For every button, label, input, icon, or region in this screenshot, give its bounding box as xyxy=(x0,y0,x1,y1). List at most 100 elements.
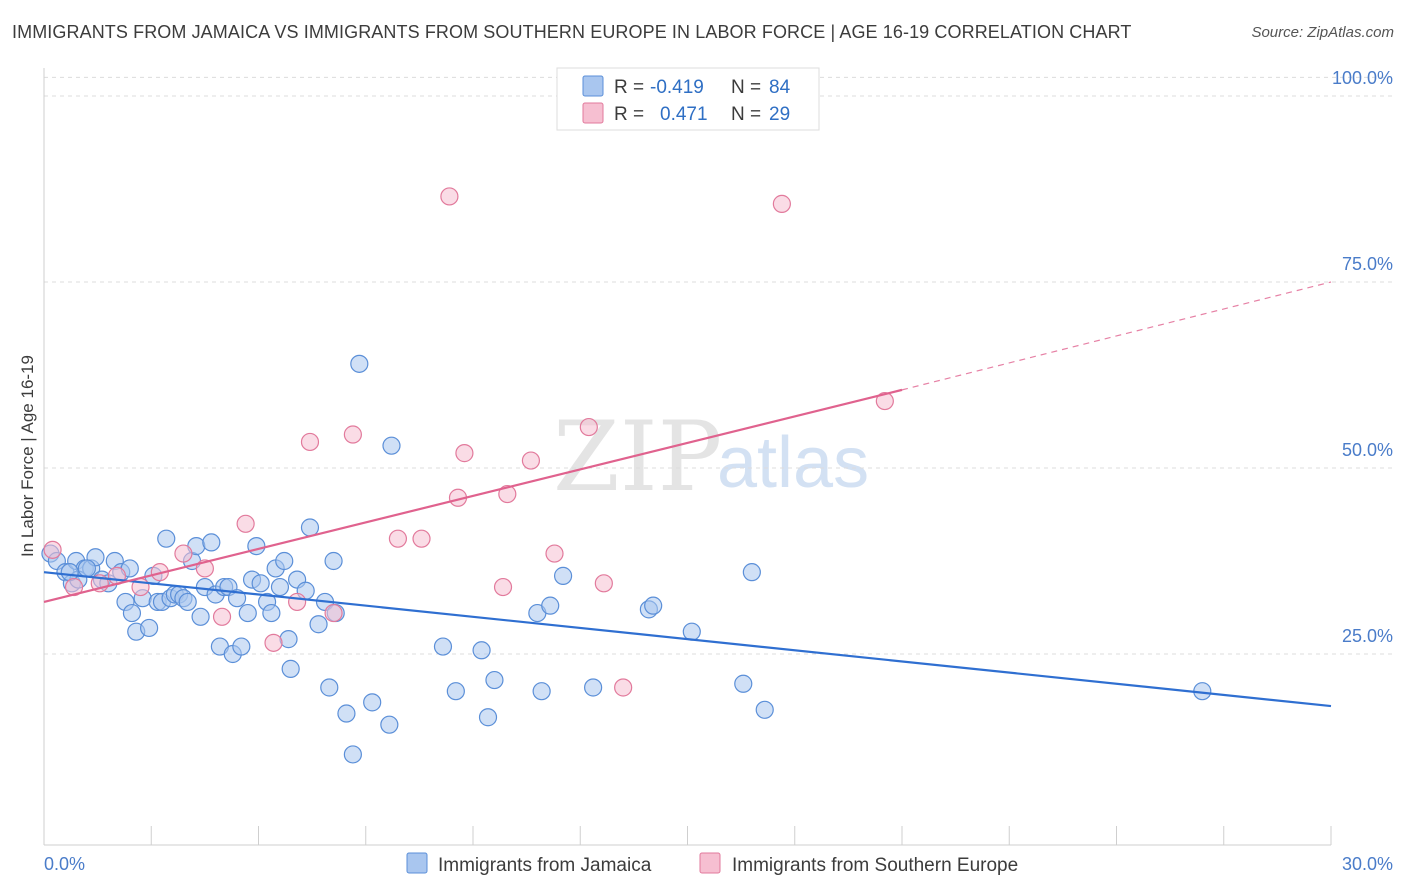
point-jamaica-40 xyxy=(247,537,266,556)
point-southern-europe-19 xyxy=(455,444,474,463)
y-tick-label-25: 25.0% xyxy=(1342,626,1393,646)
point-jamaica-60 xyxy=(380,715,399,734)
bottom-legend-label-jamaica: Immigrants from Jamaica xyxy=(438,855,652,876)
x-axis-ticks xyxy=(150,826,1332,845)
point-jamaica-69 xyxy=(541,596,560,615)
y-axis-label: In Labor Force | Age 16-19 xyxy=(18,355,37,557)
point-southern-europe-10 xyxy=(264,633,283,652)
point-jamaica-73 xyxy=(644,596,663,615)
point-jamaica-58 xyxy=(350,354,369,373)
legend-r-label-jamaica: R = xyxy=(614,77,644,98)
trend-line-jamaica xyxy=(43,571,1332,708)
point-jamaica-38 xyxy=(238,603,257,623)
point-jamaica-57 xyxy=(343,745,362,764)
point-jamaica-63 xyxy=(446,682,465,701)
point-jamaica-68 xyxy=(532,682,551,701)
legend-n-label-southern-europe: N = xyxy=(731,104,761,125)
point-southern-europe-22 xyxy=(521,451,541,470)
y-axis-tick-labels: 25.0% 50.0% 75.0% 100.0% xyxy=(1332,68,1393,646)
point-jamaica-28 xyxy=(191,607,210,626)
point-jamaica-41 xyxy=(251,574,270,593)
y-tick-label-75: 75.0% xyxy=(1342,254,1393,274)
point-jamaica-71 xyxy=(584,678,603,697)
point-jamaica-13 xyxy=(122,603,142,623)
legend-swatch-southern-europe xyxy=(582,102,604,124)
point-jamaica-36 xyxy=(227,589,247,608)
point-southern-europe-20 xyxy=(493,577,513,597)
point-jamaica-46 xyxy=(279,630,298,649)
point-jamaica-76 xyxy=(742,563,761,582)
point-jamaica-66 xyxy=(485,670,504,690)
point-jamaica-37 xyxy=(232,637,251,656)
point-jamaica-83 xyxy=(262,603,281,623)
watermark-atlas: atlas xyxy=(717,423,869,503)
point-jamaica-50 xyxy=(300,518,320,537)
point-southern-europe-0 xyxy=(43,540,62,559)
point-southern-europe-13 xyxy=(324,603,343,623)
point-jamaica-25 xyxy=(178,592,197,612)
legend-r-value-southern-europe: 0.471 xyxy=(660,104,708,125)
bottom-legend-swatch-southern-europe xyxy=(699,852,721,874)
point-jamaica-75 xyxy=(734,674,753,693)
trend-line-southern-europe-extension xyxy=(901,281,1332,391)
point-southern-europe-17 xyxy=(440,187,459,206)
point-jamaica-62 xyxy=(433,637,453,656)
point-jamaica-47 xyxy=(281,659,300,678)
point-southern-europe-21 xyxy=(498,484,517,504)
point-southern-europe-26 xyxy=(614,678,633,697)
point-jamaica-16 xyxy=(140,618,159,638)
bottom-legend: Immigrants from Jamaica Immigrants from … xyxy=(406,852,1018,876)
point-jamaica-53 xyxy=(320,678,339,697)
y-tick-label-50: 50.0% xyxy=(1342,440,1393,460)
point-jamaica-44 xyxy=(270,577,290,597)
point-jamaica-70 xyxy=(553,566,573,585)
point-jamaica-80 xyxy=(77,559,97,578)
point-jamaica-20 xyxy=(157,529,176,548)
point-jamaica-45 xyxy=(275,551,294,571)
point-jamaica-61 xyxy=(382,436,401,455)
series-jamaica-points xyxy=(41,354,1212,764)
point-southern-europe-25 xyxy=(594,574,613,593)
point-jamaica-77 xyxy=(755,700,774,719)
series-southern-europe-points xyxy=(43,187,894,697)
point-southern-europe-24 xyxy=(579,417,598,437)
point-jamaica-54 xyxy=(324,551,343,571)
bottom-legend-label-southern-europe: Immigrants from Southern Europe xyxy=(732,855,1018,876)
legend-n-value-jamaica: 84 xyxy=(769,77,791,98)
grid-lines xyxy=(44,76,1393,655)
point-southern-europe-8 xyxy=(212,607,232,626)
legend: R = -0.419 N = 84 R = 0.471 N = 29 xyxy=(556,67,820,131)
point-southern-europe-16 xyxy=(412,529,431,548)
legend-r-value-jamaica: -0.419 xyxy=(650,77,704,98)
point-southern-europe-27 xyxy=(772,194,791,213)
point-jamaica-51 xyxy=(309,615,328,634)
point-southern-europe-14 xyxy=(343,425,362,444)
x-tick-label-min: 0.0% xyxy=(44,854,85,874)
point-southern-europe-12 xyxy=(300,432,320,452)
point-southern-europe-23 xyxy=(545,544,564,563)
point-southern-europe-9 xyxy=(236,514,255,533)
point-jamaica-30 xyxy=(202,533,221,552)
bottom-legend-swatch-jamaica xyxy=(406,852,428,874)
source-label: Source: ZipAtlas.com xyxy=(1251,24,1394,41)
legend-r-label-southern-europe: R = xyxy=(614,104,644,125)
trend-line-southern-europe xyxy=(43,388,903,603)
trend-lines xyxy=(43,281,1332,708)
point-jamaica-74 xyxy=(682,622,701,641)
point-jamaica-56 xyxy=(337,704,356,723)
legend-n-label-jamaica: N = xyxy=(731,77,761,98)
chart-title: IMMIGRANTS FROM JAMAICA VS IMMIGRANTS FR… xyxy=(12,22,1132,42)
x-tick-label-max: 30.0% xyxy=(1342,854,1393,874)
point-southern-europe-11 xyxy=(288,592,307,612)
watermark-zip: ZIP xyxy=(553,401,722,513)
point-jamaica-64 xyxy=(472,641,491,660)
legend-n-value-southern-europe: 29 xyxy=(769,104,790,125)
point-southern-europe-15 xyxy=(388,529,408,548)
point-jamaica-65 xyxy=(478,708,498,727)
legend-swatch-jamaica xyxy=(582,75,604,97)
point-southern-europe-28 xyxy=(875,391,894,411)
point-jamaica-59 xyxy=(363,693,382,712)
point-southern-europe-6 xyxy=(174,544,193,563)
y-tick-label-100: 100.0% xyxy=(1332,68,1393,88)
